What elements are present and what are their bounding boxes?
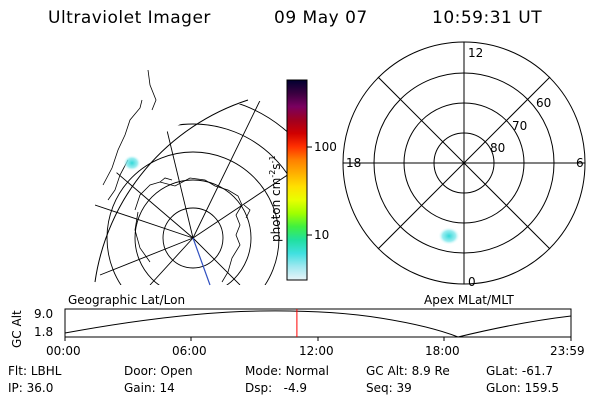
alt-tick-9: 9.0 [34,307,54,321]
apex-polar-plot [342,41,586,285]
info-seq: Seq: 39 [366,381,412,395]
mlat-label-60: 60 [536,96,552,110]
instrument-title: Ultraviolet Imager [48,8,211,28]
time-tick-2359: 23:59 [550,344,585,358]
colorbar-unit-label: photon cm-2s-1 [268,155,283,242]
mlat-label-70: 70 [512,119,528,133]
geo-caption: Geographic Lat/Lon [68,293,186,307]
info-gain: Gain: 14 [124,381,175,395]
info-mode: Mode: Normal [245,364,329,378]
alt-tick-1-8: 1.8 [34,325,54,339]
time-tick-1800: 18:00 [425,344,460,358]
time-tick-0000: 00:00 [46,344,81,358]
time-tick-1200: 12:00 [299,344,334,358]
mlat-label-80: 80 [490,141,506,155]
info-glon: GLon: 159.5 [486,381,559,395]
colorbar [286,79,312,281]
geographic-map [94,69,290,286]
colorbar-tick-100: 100 [314,140,337,154]
info-gc-alt: GC Alt: 8.9 Re [366,364,450,378]
mlt-label-18: 18 [346,156,362,170]
time-label: 10:59:31 UT [432,8,543,28]
info-ip: IP: 36.0 [8,381,54,395]
gc-alt-axis-label: GC Alt [10,310,24,348]
info-flt: Flt: LBHL [8,364,62,378]
altitude-curve [64,310,572,338]
time-tick-0600: 06:00 [172,344,207,358]
terminator-line [192,237,211,286]
mlt-label-0: 0 [468,275,476,289]
apex-caption: Apex MLat/MLT [424,293,514,307]
date-label: 09 May 07 [274,8,368,28]
altitude-plot [64,308,572,341]
info-door: Door: Open [124,364,193,378]
info-dsp: Dsp: -4.9 [245,381,308,395]
aurora-blob-geo [123,155,141,171]
geo-boundary-arc [94,99,249,283]
mlt-label-6: 6 [576,156,584,170]
aurora-blob-apex [438,227,460,245]
info-glat: GLat: -61.7 [486,364,553,378]
mlt-label-12: 12 [468,46,484,60]
colorbar-tick-10: 10 [314,228,330,242]
